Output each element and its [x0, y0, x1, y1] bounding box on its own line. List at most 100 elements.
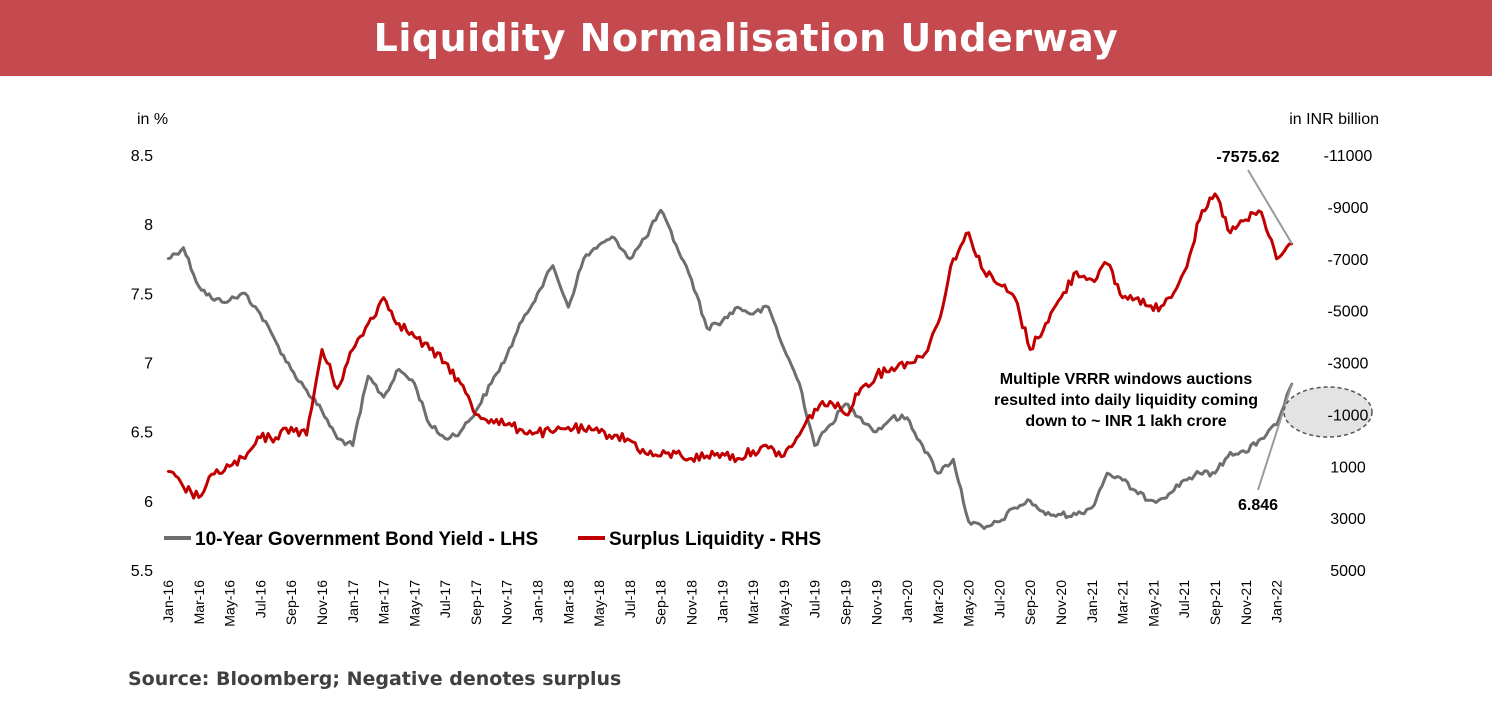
liquidity-data-point [921, 356, 924, 359]
dual-axis-line-chart: in % in INR billion 5.5 6 6.5 7 7.5 8 8.5 Jan-… [131, 111, 1379, 627]
yield-data-point [613, 236, 616, 240]
left-axis-unit-label: in % [137, 111, 168, 128]
yield-data-point [382, 395, 385, 399]
yield-end-label: 6.846 [1238, 497, 1278, 514]
source-note: Source: Bloomberg; Negative denotes surp… [128, 668, 622, 690]
liquidity-data-point [1121, 296, 1124, 299]
x-tick-label: Nov-17 [499, 580, 515, 625]
yield-data-point [890, 416, 893, 420]
liquidity-data-point [613, 433, 616, 437]
legend-label-yield: 10-Year Government Bond Yield - LHS [195, 529, 538, 550]
yield-data-point [243, 292, 247, 295]
liquidity-data-point [1090, 278, 1094, 281]
liquidity-data-point [798, 433, 801, 437]
left-tick-label: 6 [144, 494, 153, 511]
liquidity-data-point [1059, 296, 1063, 299]
legend: 10-Year Government Bond Yield - LHS Surp… [164, 529, 821, 550]
yield-data-point [413, 382, 416, 385]
liquidity-data-point [567, 426, 570, 429]
liquidity-data-point [397, 322, 401, 325]
yield-data-point [982, 527, 986, 530]
left-tick-label: 8 [144, 217, 153, 234]
left-tick-label: 7.5 [131, 286, 153, 303]
yield-data-point [905, 416, 909, 420]
yield-data-point [782, 347, 786, 350]
yield-data-point [1213, 471, 1217, 475]
liquidity-data-point [705, 454, 709, 458]
x-axis-ticks: Jan-16 Mar-16 May-16 Jul-16 Sep-16 Nov-16 Jan-… [160, 580, 1285, 627]
liquidity-data-point [243, 457, 247, 460]
liquidity-data-point [443, 361, 447, 364]
x-tick-label: Nov-19 [868, 580, 884, 625]
yield-data-point [597, 243, 601, 247]
x-tick-label: Nov-18 [684, 580, 700, 625]
liquidity-data-point [366, 322, 370, 325]
liquidity-data-point [782, 454, 786, 458]
yield-data-point [551, 264, 555, 267]
liquidity-data-point [1106, 262, 1109, 266]
yield-data-point [397, 368, 401, 371]
liquidity-data-point [305, 433, 308, 437]
liquidity-data-point [844, 413, 847, 416]
yield-data-point [1059, 513, 1063, 516]
yield-data-point [1029, 499, 1032, 503]
yield-data-point [952, 458, 955, 461]
liquidity-data-point [1213, 192, 1217, 196]
x-tick-label: Jul-17 [437, 580, 453, 618]
liquidity-data-point [1136, 296, 1140, 299]
liquidity-data-point [274, 436, 277, 439]
yield-data-point [628, 257, 632, 260]
yield-data-point [1275, 423, 1278, 426]
right-tick-label: 3000 [1330, 511, 1366, 528]
liquidity-data-point [998, 283, 1001, 286]
liquidity-data-point [751, 449, 755, 452]
note-line-1: Multiple VRRR windows auctions [1000, 371, 1253, 388]
liquidity-data-point [628, 439, 632, 442]
x-tick-label: Mar-20 [930, 580, 946, 625]
yield-data-point [998, 520, 1001, 523]
right-axis-ticks: 5000 3000 1000 -1000 -3000 -5000 -7000 -9000 -11… [1324, 148, 1373, 580]
right-tick-label: -5000 [1328, 304, 1369, 321]
liquidity-data-point [459, 382, 462, 385]
yield-leader-line [1257, 383, 1293, 491]
liquidity-data-point [736, 457, 739, 460]
liquidity-data-point [828, 400, 832, 403]
x-tick-label: Nov-21 [1238, 580, 1254, 625]
x-tick-label: Jul-18 [622, 580, 638, 618]
right-tick-label: 5000 [1330, 563, 1366, 580]
liquidity-data-point [644, 452, 647, 455]
liquidity-data-point [428, 348, 431, 351]
x-tick-label: Mar-19 [745, 580, 761, 625]
yield-data-point [1152, 499, 1155, 503]
yield-data-point [582, 257, 585, 260]
liquidity-data-point [1244, 218, 1248, 222]
right-tick-label: -3000 [1328, 356, 1369, 373]
x-tick-label: May-16 [222, 580, 238, 627]
yield-data-point [490, 382, 493, 385]
liquidity-data-point [1229, 231, 1232, 235]
liquidity-data-point [320, 348, 324, 351]
x-tick-label: Jan-16 [160, 580, 176, 623]
yield-data-point [1244, 451, 1248, 454]
liquidity-data-point [351, 348, 354, 351]
highlight-ellipse [1283, 386, 1373, 438]
x-tick-label: May-21 [1145, 580, 1161, 627]
yield-data-point [443, 437, 447, 440]
annotations: -7575.62 6.846 Multiple VRRR windows auc… [994, 149, 1373, 514]
x-tick-label: Mar-16 [191, 580, 207, 625]
liquidity-data-point [875, 374, 878, 377]
x-tick-label: May-19 [776, 580, 792, 627]
yield-data-point [182, 246, 185, 249]
yield-data-point [659, 209, 662, 212]
liquidity-data-point [982, 270, 986, 273]
liquidity-data-point [890, 366, 893, 369]
liquidity-data-point [674, 452, 678, 455]
right-tick-label: -7000 [1328, 252, 1369, 269]
yield-data-point [1167, 492, 1171, 496]
yield-data-point [1090, 506, 1094, 509]
x-tick-label: Mar-17 [376, 580, 392, 625]
yield-data-point [967, 520, 970, 523]
left-tick-label: 7 [144, 356, 153, 373]
x-tick-label: Sep-16 [283, 580, 299, 625]
x-tick-label: Sep-19 [837, 580, 853, 625]
